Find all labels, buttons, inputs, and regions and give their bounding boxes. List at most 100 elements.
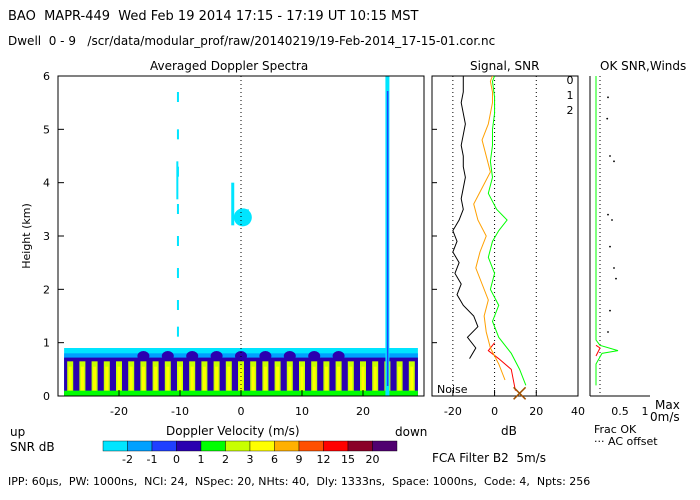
colorbar-snr-label: SNR dB <box>10 440 55 454</box>
height-tick-label: 2 <box>43 283 50 296</box>
echo-column-core <box>190 366 194 391</box>
filter-label: FCA Filter B2 5m/s <box>432 451 546 465</box>
cloud-echo-tail <box>231 182 235 226</box>
zero-ms-label: 0m/s <box>650 410 680 424</box>
signal-frame <box>431 75 579 397</box>
echo-bump <box>283 351 296 361</box>
colorbar-tick-label: 6 <box>271 453 278 466</box>
echo-column-core <box>398 366 402 391</box>
winds-title: OK SNR,Winds <box>600 59 687 73</box>
colorbar-tick-label: 0 <box>173 453 180 466</box>
spectra-title: Averaged Doppler Spectra <box>150 59 309 73</box>
velocity-tick-label: 20 <box>356 405 370 418</box>
colorbar-swatch <box>176 440 202 452</box>
signal-series-snr-1 <box>473 75 506 381</box>
colorbar-tick-label: -1 <box>147 453 158 466</box>
colorbar-swatch <box>200 440 226 452</box>
signal-series-snr-2 <box>487 75 527 386</box>
echo-column <box>396 361 403 394</box>
signal-title: Signal, SNR <box>470 59 540 73</box>
colorbar-tick-label: 15 <box>341 453 355 466</box>
x-marker-stroke <box>513 386 527 400</box>
echo-column <box>408 361 415 394</box>
echo-column-core <box>117 366 121 391</box>
echo-column-core <box>166 366 170 391</box>
echo-column <box>67 361 74 394</box>
height-tick-label: 3 <box>43 230 50 243</box>
noise-label: Noise <box>437 383 468 396</box>
signal-tick-label: 0 <box>491 405 498 418</box>
winds-legend-item: 1 <box>567 89 574 102</box>
frac-ok-label: Frac OK <box>594 423 637 436</box>
colorbar-swatch <box>372 440 398 452</box>
spectra-xlabel: Doppler Velocity (m/s) <box>166 424 300 438</box>
echo-column <box>238 361 244 394</box>
wind-point <box>613 267 615 269</box>
echo-column <box>250 361 257 394</box>
signal-series-signal <box>452 76 479 359</box>
echo-bump <box>259 351 272 361</box>
echo-column-core <box>93 366 97 391</box>
echo-column-core <box>300 366 304 391</box>
colorbar-tick-label: 12 <box>317 453 331 466</box>
echo-column <box>311 361 318 394</box>
ac-offset-label: ··· AC offset <box>594 435 658 448</box>
spectra-ylabel: Height (km) <box>20 203 33 269</box>
echo-column-core <box>410 366 414 391</box>
colorbar-swatch <box>298 440 324 452</box>
header-title: BAO MAPR-449 Wed Feb 19 2014 17:15 - 17:… <box>8 9 419 24</box>
echo-column-core <box>202 366 206 391</box>
height-tick-label: 6 <box>43 70 50 83</box>
frac-ok-line <box>595 76 619 386</box>
noise-speck <box>176 326 179 337</box>
signal-tick-label: 20 <box>529 405 543 418</box>
colorbar-tick-label: -2 <box>122 453 133 466</box>
echo-column-core <box>154 366 158 391</box>
echo-column <box>213 361 220 394</box>
echo-column <box>347 361 354 394</box>
echo-column <box>128 361 135 394</box>
echo-column-core <box>337 366 341 391</box>
echo-column <box>360 361 366 394</box>
echo-layer <box>64 348 418 396</box>
echo-column-core <box>215 366 219 391</box>
echo-column <box>201 361 208 394</box>
height-tick-label: 0 <box>43 390 50 403</box>
echo-column-core <box>349 366 353 391</box>
velocity-tick-label: 0 <box>238 405 245 418</box>
colorbar-tick-label: 20 <box>366 453 380 466</box>
height-tick-label: 5 <box>43 123 50 136</box>
echo-column-core <box>178 366 182 391</box>
signal-xlabel: dB <box>501 424 517 438</box>
echo-bump <box>161 351 174 361</box>
colorbar-tick-label: 9 <box>296 453 303 466</box>
echo-column <box>286 361 293 394</box>
velocity-tick-label: -20 <box>110 405 128 418</box>
echo-column-core <box>324 366 328 391</box>
winds-tick-label: 1 <box>642 405 649 418</box>
footer-params: IPP: 60μs, PW: 1000ns, NCI: 24, NSpec: 2… <box>8 475 591 488</box>
cloud-echo-side <box>242 209 249 220</box>
wind-point <box>607 331 609 333</box>
echo-column <box>164 361 171 394</box>
colorbar-swatch <box>151 440 177 452</box>
echo-bump <box>186 351 199 361</box>
colorbar-down-label: down <box>395 425 428 439</box>
signal-tick-label: 40 <box>571 405 585 418</box>
colorbar-swatch <box>249 440 275 452</box>
colorbar-swatch <box>274 440 300 452</box>
colorbar-up-label: up <box>10 425 26 439</box>
echo-column <box>91 361 98 394</box>
colorbar-swatch <box>102 440 128 452</box>
wind-point <box>607 96 609 99</box>
echo-column <box>140 361 147 394</box>
colorbar-swatch <box>347 440 373 452</box>
echo-column <box>103 361 110 394</box>
echo-bump <box>137 351 150 361</box>
echo-column-core <box>276 366 280 391</box>
spectral-spike-core <box>386 91 389 386</box>
colorbar-swatch <box>323 440 349 452</box>
winds-legend-item: 2 <box>567 104 574 117</box>
wind-point <box>615 277 617 280</box>
